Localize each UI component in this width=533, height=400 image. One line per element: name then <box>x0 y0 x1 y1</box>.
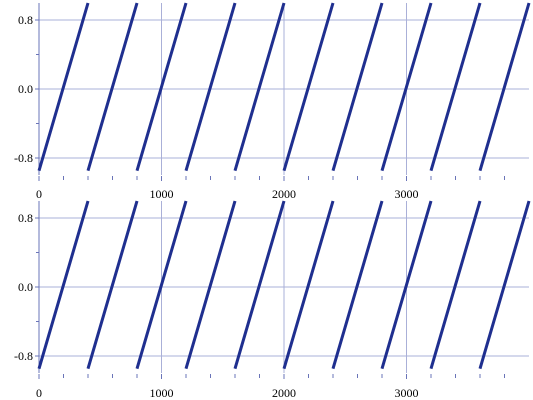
series-segment <box>233 200 286 370</box>
y-tick-label: 0.8 <box>18 13 33 27</box>
series-segment <box>184 2 237 172</box>
series-segment <box>429 200 482 370</box>
series-segment <box>282 200 335 370</box>
y-tick-label: 0.0 <box>18 280 33 294</box>
x-tick-label: 1000 <box>150 187 174 201</box>
series-segment <box>86 200 139 370</box>
x-tick-label: 2000 <box>272 386 296 400</box>
series-segment <box>380 2 433 172</box>
x-tick-label: 3000 <box>395 187 419 201</box>
y-tick-label: -0.8 <box>14 151 33 165</box>
x-tick-label: 3000 <box>395 386 419 400</box>
series-segment <box>37 2 90 172</box>
y-tick-label: 0.0 <box>18 82 33 96</box>
y-tick-label: -0.8 <box>14 349 33 363</box>
series-segment <box>429 2 482 172</box>
series-segment <box>135 2 188 172</box>
series-segment <box>478 2 531 172</box>
x-tick-label: 2000 <box>272 187 296 201</box>
series-segment <box>86 2 139 172</box>
series-segment <box>331 200 384 370</box>
series-segment <box>380 200 433 370</box>
x-tick-label: 0 <box>36 386 42 400</box>
series-segment <box>135 200 188 370</box>
x-tick-label: 1000 <box>150 386 174 400</box>
series-segment <box>37 200 90 370</box>
series-segment <box>282 2 335 172</box>
y-tick-label: 0.8 <box>18 211 33 225</box>
x-tick-label: 0 <box>36 187 42 201</box>
series-segment <box>331 2 384 172</box>
chart-panel-2: -0.8 0.0 0.8 0 1000 2000 3000 <box>14 200 531 400</box>
series-segment <box>478 200 531 370</box>
series-segment <box>184 200 237 370</box>
chart-panel-1: -0.8 0.0 0.8 0 1000 2000 3000 <box>14 2 531 201</box>
series-segment <box>233 2 286 172</box>
